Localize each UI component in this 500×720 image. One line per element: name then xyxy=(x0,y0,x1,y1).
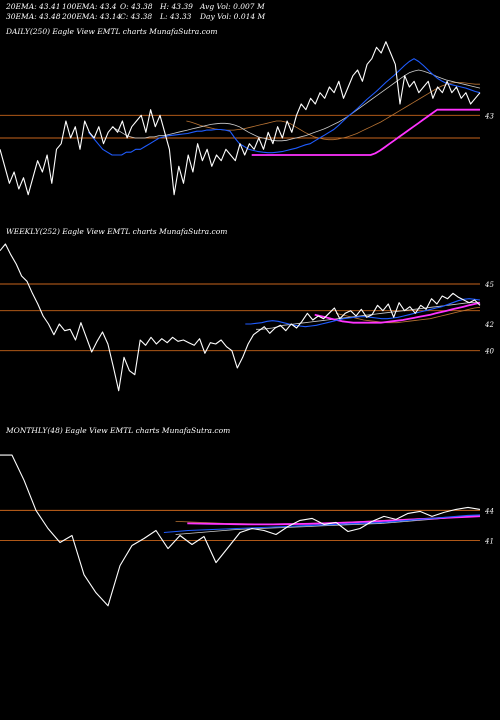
stat-30ema: 30EMA: 43.48 xyxy=(6,12,61,21)
ema-mid-line xyxy=(111,69,481,142)
ema-long-line xyxy=(335,306,481,324)
y-tick-label-1: 42 xyxy=(484,321,494,329)
stat-avg-vol: Avg Vol: 0.007 M xyxy=(200,2,265,11)
monthly-chart-title: MONTHLY(48) Eagle View EMTL charts Munaf… xyxy=(6,426,231,435)
y-tick-label-2: 40 xyxy=(484,348,494,356)
y-tick-label-1: 41 xyxy=(484,538,494,546)
stat-open: O: 43.38 xyxy=(120,2,153,11)
stat-close: C: 43.38 xyxy=(120,12,153,21)
stat-high: H: 43.39 xyxy=(160,2,193,11)
stat-200ema: 200EMA: 43.14 xyxy=(62,12,122,21)
trend-line xyxy=(314,301,481,324)
daily-chart-title: DAILY(250) Eagle View EMTL charts Munafa… xyxy=(6,27,218,36)
y-tick-label-0: 43 xyxy=(484,112,494,120)
stat-100ema: 100EMA: 43.4 xyxy=(62,2,117,11)
ema-short-line xyxy=(163,514,481,534)
stat-low: L: 43.33 xyxy=(160,12,192,21)
ema-short-line xyxy=(88,58,481,156)
price-line xyxy=(0,454,481,607)
monthly-chart: 44 41 xyxy=(0,454,494,607)
weekly-chart-title: WEEKLY(252) Eagle View EMTL charts Munaf… xyxy=(6,227,228,236)
price-line xyxy=(0,243,481,392)
y-tick-label-0: 45 xyxy=(484,281,494,289)
trend-line xyxy=(251,108,480,156)
y-tick-label-0: 44 xyxy=(484,507,494,515)
weekly-chart: 45 42 40 xyxy=(0,243,494,392)
stat-20ema: 20EMA: 43.41 xyxy=(6,2,61,11)
ema-short-line xyxy=(245,298,481,328)
stat-day-vol: Day Vol: 0.014 M xyxy=(200,12,266,21)
price-line xyxy=(0,41,481,196)
daily-chart: 43 xyxy=(0,41,494,196)
